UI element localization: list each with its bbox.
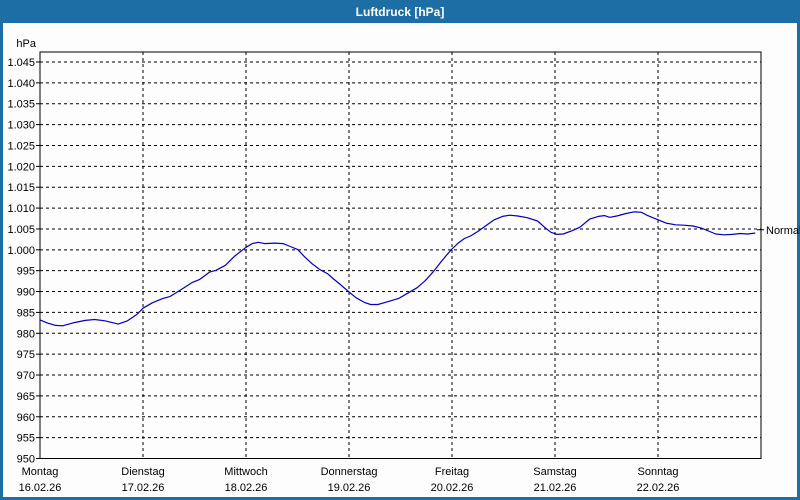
y-tick-label: 955 (17, 433, 35, 445)
date-label: 19.02.26 (328, 482, 371, 494)
y-tick-label: 965 (17, 391, 35, 403)
y-tick-label: 990 (17, 287, 35, 299)
day-label: Sonntag (638, 466, 679, 478)
date-label: 18.02.26 (225, 482, 268, 494)
y-tick-label: 980 (17, 328, 35, 340)
date-label: 16.02.26 (19, 482, 62, 494)
y-tick-label: 1.020 (7, 161, 35, 173)
window-title: Luftdruck [hPa] (355, 4, 445, 19)
day-label: Mittwoch (224, 466, 267, 478)
day-label: Freitag (435, 466, 469, 478)
y-tick-label: 1.010 (7, 203, 35, 215)
y-tick-label: 1.045 (7, 57, 35, 69)
y-tick-label: 1.005 (7, 224, 35, 236)
normal-label: Normal (766, 225, 800, 237)
date-label: 21.02.26 (534, 482, 577, 494)
y-tick-label: 1.030 (7, 120, 35, 132)
window-titlebar[interactable]: Luftdruck [hPa] (0, 0, 800, 23)
y-tick-label: 1.000 (7, 245, 35, 257)
y-tick-label: 985 (17, 307, 35, 319)
day-label: Samstag (533, 466, 576, 478)
y-tick-label: 970 (17, 370, 35, 382)
y-tick-label: 1.040 (7, 78, 35, 90)
y-tick-label: 995 (17, 266, 35, 278)
y-tick-label: 960 (17, 412, 35, 424)
pressure-line (39, 211, 756, 327)
y-tick-label: 1.035 (7, 99, 35, 111)
y-tick-label: 1.015 (7, 182, 35, 194)
chart-panel (3, 23, 797, 497)
plot-frame (39, 51, 762, 459)
day-label: Dienstag (121, 466, 164, 478)
day-label: Donnerstag (321, 466, 378, 478)
y-tick-label: 950 (17, 454, 35, 466)
date-label: 22.02.26 (637, 482, 680, 494)
y-tick-label: 975 (17, 349, 35, 361)
date-label: 20.02.26 (431, 482, 474, 494)
y-tick-label: 1.025 (7, 140, 35, 152)
day-label: Montag (22, 466, 59, 478)
y-axis-unit-label: hPa (16, 38, 36, 50)
date-label: 17.02.26 (122, 482, 165, 494)
